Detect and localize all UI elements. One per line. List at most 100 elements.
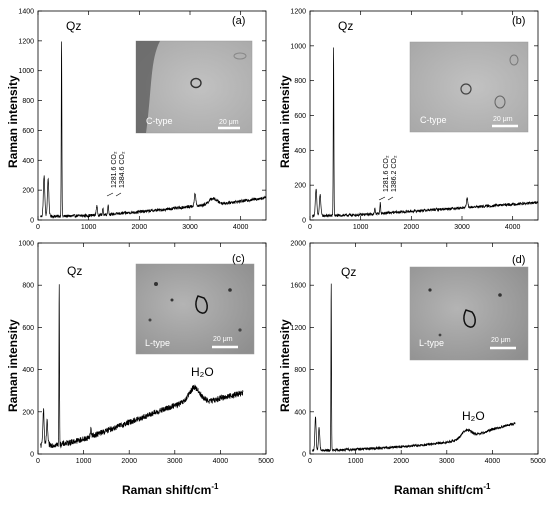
y-tick-label: 0 bbox=[302, 452, 306, 459]
plot-area-d: 0 1000 2000 3000 4000 5000 0 400 800 1200 1600 2000 bbox=[290, 241, 545, 466]
panel-a: 0 1000 2000 3000 4000 0 200 400 600 800 1000 1200 14… bbox=[18, 9, 267, 231]
inset-type-label: L-type bbox=[145, 338, 170, 348]
x-tick-label: 1000 bbox=[353, 224, 369, 231]
x-axis-label-text: Raman shift/cm bbox=[122, 483, 211, 497]
panel-label: (d) bbox=[512, 254, 525, 266]
y-tick-label: 1000 bbox=[18, 68, 34, 75]
panel-d: 0 1000 2000 3000 4000 5000 0 400 800 1200 1600 2000… bbox=[290, 241, 545, 466]
inset-background bbox=[409, 41, 529, 133]
annotation-arrow-1 bbox=[106, 192, 114, 197]
x-tick-label: 2000 bbox=[132, 224, 148, 231]
spectrum-line bbox=[40, 41, 267, 219]
co2-annotations: 1281.6 CO₂ 1384.6 CO₂ bbox=[106, 151, 126, 197]
x-tick-label: 3000 bbox=[454, 224, 470, 231]
inclusion-dot bbox=[170, 298, 174, 302]
panel-b: 0 1000 2000 3000 4000 0 200 400 600 800 1000 1200 C… bbox=[290, 9, 539, 231]
x-tick-label: 3000 bbox=[167, 458, 183, 465]
plot-area-a: 0 1000 2000 3000 4000 0 200 400 600 800 1000 1200 14… bbox=[18, 9, 267, 231]
spectrum-line bbox=[311, 283, 516, 453]
inset-background bbox=[409, 266, 529, 361]
panel-label: (c) bbox=[232, 253, 245, 265]
x-axis-label-right: Raman shift/cm-1 bbox=[394, 482, 491, 497]
x-axis-label-text: Raman shift/cm bbox=[394, 483, 483, 497]
inset-photo-c: L-type 20 μm bbox=[135, 263, 255, 355]
y-tick-label: 1600 bbox=[290, 283, 306, 290]
y-tick-label: 600 bbox=[22, 128, 34, 135]
inclusion-bubble bbox=[195, 295, 208, 314]
plot-frame bbox=[309, 242, 539, 455]
inset-photo-d: L-type 20 μm bbox=[409, 266, 529, 361]
inclusion-dot bbox=[154, 282, 158, 286]
y-tick-label: 0 bbox=[30, 218, 34, 225]
x-tick-label: 1000 bbox=[348, 458, 364, 465]
x-axis-label-sup: -1 bbox=[483, 482, 491, 491]
peak-label-qz: Qz bbox=[338, 19, 353, 33]
x-tick-label: 4000 bbox=[213, 458, 229, 465]
x-tick-label: 2000 bbox=[404, 224, 420, 231]
inset-scale-label: 20 μm bbox=[219, 119, 239, 126]
annotation-arrow-1 bbox=[378, 196, 386, 201]
annotation-co2-2: 1386.2 CO₂ bbox=[391, 155, 398, 192]
x-tick-label: 1000 bbox=[76, 458, 92, 465]
inclusion-dot bbox=[498, 293, 502, 297]
inclusion-bubble bbox=[463, 309, 476, 328]
inclusion-outline bbox=[233, 52, 247, 60]
inclusion-dot bbox=[228, 288, 232, 292]
y-tick-label: 800 bbox=[294, 367, 306, 374]
plot-frame bbox=[37, 242, 267, 455]
spectrum-line bbox=[312, 47, 539, 219]
annotation-arrow-2 bbox=[115, 192, 122, 197]
y-tick-label: 400 bbox=[294, 409, 306, 416]
annotation-co2-2: 1384.6 CO₂ bbox=[119, 151, 126, 188]
inclusion-dot bbox=[428, 288, 432, 292]
x-tick-label: 2000 bbox=[121, 458, 137, 465]
inclusion-outline-2 bbox=[509, 54, 519, 66]
y-tick-label: 0 bbox=[302, 218, 306, 225]
inset-scale-label: 20 μm bbox=[213, 336, 233, 343]
y-tick-label: 0 bbox=[30, 452, 34, 459]
plot-area-c: 0 1000 2000 3000 4000 5000 0 200 400 600 800 1000 bbox=[18, 241, 273, 466]
inset-scale-label: 20 μm bbox=[491, 337, 511, 344]
y-tick-label: 600 bbox=[22, 325, 34, 332]
panel-c: 0 1000 2000 3000 4000 5000 0 200 400 600 800 1000 L… bbox=[18, 241, 273, 466]
inset-type-label: L-type bbox=[419, 338, 444, 348]
inclusion-outline bbox=[494, 95, 506, 109]
inclusion-dot bbox=[438, 333, 442, 337]
y-axis-label-top-left: Raman intensity bbox=[6, 75, 20, 168]
y-tick-label: 400 bbox=[294, 148, 306, 155]
y-tick-label: 800 bbox=[294, 78, 306, 85]
x-tick-label: 4000 bbox=[505, 224, 521, 231]
annotation-h2o: H₂O bbox=[191, 365, 214, 379]
y-tick-label: 200 bbox=[22, 409, 34, 416]
inset-type-label: C-type bbox=[420, 115, 447, 125]
y-tick-label: 1200 bbox=[18, 38, 34, 45]
annotation-co2-1: 1281.6 CO₂ bbox=[111, 151, 118, 188]
y-axis-label-top-right: Raman intensity bbox=[278, 75, 292, 168]
y-tick-label: 800 bbox=[22, 283, 34, 290]
annotation-h2o: H₂O bbox=[462, 409, 485, 423]
x-tick-label: 5000 bbox=[258, 458, 274, 465]
x-tick-label: 1000 bbox=[81, 224, 97, 231]
x-tick-label: 4000 bbox=[485, 458, 501, 465]
inset-photo-a: C-type 20 μm bbox=[135, 40, 253, 134]
x-tick-label: 0 bbox=[36, 458, 40, 465]
inclusion-dot bbox=[238, 328, 242, 332]
inclusion-dot bbox=[148, 318, 152, 322]
x-tick-label: 2000 bbox=[393, 458, 409, 465]
y-tick-label: 2000 bbox=[290, 241, 306, 248]
inclusion-bubble bbox=[190, 77, 202, 89]
y-tick-label: 400 bbox=[22, 367, 34, 374]
x-axis-label-sup: -1 bbox=[211, 482, 219, 491]
peak-label-qz: Qz bbox=[66, 19, 81, 33]
inset-dark-edge bbox=[136, 41, 160, 133]
y-tick-label: 400 bbox=[22, 158, 34, 165]
spectrum-line bbox=[40, 284, 244, 449]
peak-label-qz: Qz bbox=[341, 265, 356, 279]
inclusion-bubble bbox=[460, 83, 472, 95]
co2-annotations: 1281.6 CO₂ 1386.2 CO₂ bbox=[378, 155, 398, 201]
x-axis-label-left: Raman shift/cm-1 bbox=[122, 482, 219, 497]
x-tick-label: 0 bbox=[308, 458, 312, 465]
y-tick-label: 1400 bbox=[18, 9, 34, 16]
